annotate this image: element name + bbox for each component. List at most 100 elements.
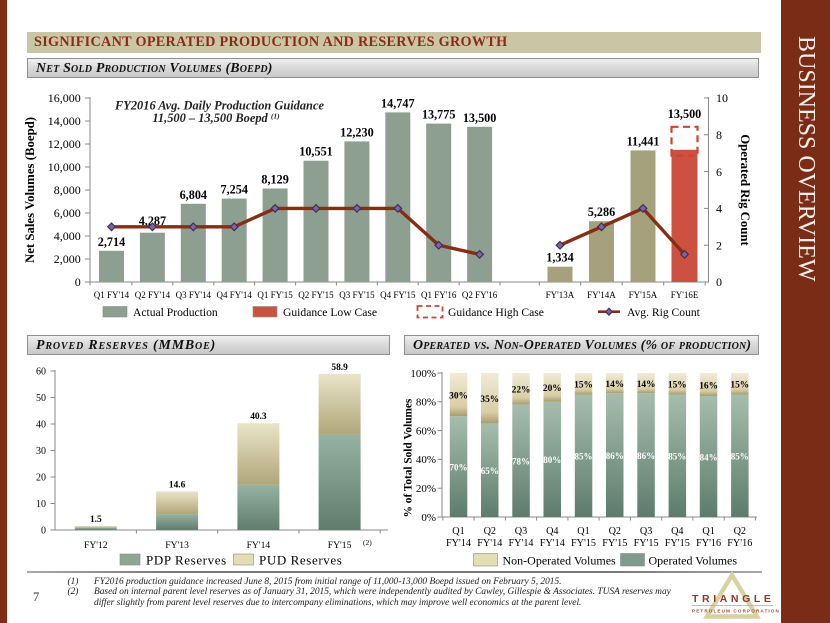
svg-text:FY'16: FY'16 — [696, 538, 721, 549]
svg-text:10: 10 — [36, 499, 46, 510]
svg-text:85%: 85% — [575, 452, 593, 462]
svg-text:30%: 30% — [449, 391, 468, 401]
svg-text:13,775: 13,775 — [422, 108, 456, 122]
svg-text:Q1: Q1 — [577, 526, 589, 537]
svg-text:15%: 15% — [574, 381, 593, 391]
svg-text:14%: 14% — [605, 380, 624, 390]
svg-text:86%: 86% — [606, 451, 624, 461]
svg-text:Net Sales Volumes (Boepd): Net Sales Volumes (Boepd) — [23, 117, 37, 263]
svg-text:8,000: 8,000 — [54, 183, 81, 197]
svg-text:Q3: Q3 — [515, 526, 527, 537]
svg-text:0: 0 — [75, 275, 81, 289]
svg-text:2,000: 2,000 — [54, 252, 81, 266]
svg-text:100%: 100% — [410, 368, 436, 380]
svg-text:6,000: 6,000 — [54, 206, 81, 220]
svg-text:Q4: Q4 — [671, 526, 683, 537]
svg-text:FY'15: FY'15 — [328, 540, 352, 551]
svg-text:FY'15: FY'15 — [602, 538, 627, 549]
svg-text:7,254: 7,254 — [220, 183, 247, 197]
svg-text:Q4: Q4 — [546, 526, 558, 537]
svg-text:80%: 80% — [416, 397, 436, 409]
svg-text:0: 0 — [716, 275, 722, 289]
svg-text:13,500: 13,500 — [668, 107, 702, 121]
svg-text:35%: 35% — [480, 395, 499, 405]
svg-text:PETROLEUM CORPORATION: PETROLEUM CORPORATION — [692, 609, 780, 614]
svg-text:58.9: 58.9 — [331, 363, 348, 373]
svg-text:8,129: 8,129 — [261, 173, 288, 187]
svg-text:Q4 FY'14: Q4 FY'14 — [217, 290, 253, 300]
svg-text:14,000: 14,000 — [48, 114, 81, 128]
svg-text:PUD Reserves: PUD Reserves — [259, 553, 342, 568]
svg-text:Q3: Q3 — [640, 526, 652, 537]
svg-text:TRIANGLE: TRIANGLE — [692, 593, 774, 605]
svg-text:Q3 FY'15: Q3 FY'15 — [339, 290, 375, 300]
svg-text:FY'15: FY'15 — [665, 538, 690, 549]
svg-text:80%: 80% — [543, 455, 561, 465]
svg-text:5,286: 5,286 — [588, 205, 615, 219]
svg-text:4,287: 4,287 — [139, 214, 166, 228]
svg-text:78%: 78% — [512, 457, 530, 467]
svg-text:FY'14: FY'14 — [247, 540, 271, 551]
svg-text:65%: 65% — [481, 466, 499, 476]
svg-text:Q1: Q1 — [452, 526, 464, 537]
svg-text:11,441: 11,441 — [627, 134, 660, 148]
svg-text:Q1: Q1 — [702, 526, 714, 537]
svg-text:15%: 15% — [668, 381, 687, 391]
svg-text:22%: 22% — [512, 386, 531, 396]
svg-text:12,000: 12,000 — [48, 137, 81, 151]
svg-text:Q2 FY'14: Q2 FY'14 — [135, 290, 171, 300]
svg-text:(2): (2) — [363, 538, 372, 547]
svg-text:60%: 60% — [416, 425, 436, 437]
svg-text:6: 6 — [716, 165, 722, 179]
svg-text:FY'14: FY'14 — [446, 538, 471, 549]
svg-text:84%: 84% — [700, 452, 718, 462]
svg-text:FY'15A: FY'15A — [629, 290, 658, 300]
svg-text:85%: 85% — [731, 452, 749, 462]
svg-text:Q2: Q2 — [734, 526, 746, 537]
svg-text:4: 4 — [716, 202, 722, 216]
svg-text:11,500 – 13,500 Boepd (1): 11,500 – 13,500 Boepd (1) — [152, 111, 280, 125]
svg-text:20%: 20% — [543, 384, 562, 394]
svg-text:70%: 70% — [450, 462, 468, 472]
svg-text:FY'13: FY'13 — [165, 540, 189, 551]
svg-text:FY'15: FY'15 — [571, 538, 596, 549]
svg-text:40.3: 40.3 — [250, 412, 267, 422]
svg-text:10,000: 10,000 — [48, 160, 81, 174]
svg-text:60: 60 — [36, 367, 46, 378]
svg-text:Actual Production: Actual Production — [133, 306, 218, 319]
svg-text:Q1 FY'15: Q1 FY'15 — [257, 290, 293, 300]
svg-text:Q2: Q2 — [609, 526, 621, 537]
svg-text:Q2 FY'15: Q2 FY'15 — [298, 290, 334, 300]
svg-text:Guidance Low Case: Guidance Low Case — [283, 306, 377, 319]
svg-text:14,747: 14,747 — [381, 96, 415, 110]
svg-text:50: 50 — [36, 393, 46, 404]
svg-text:10,551: 10,551 — [299, 145, 333, 159]
svg-text:FY'14A: FY'14A — [587, 290, 616, 300]
svg-text:30: 30 — [36, 446, 46, 457]
svg-text:14%: 14% — [637, 380, 656, 390]
svg-text:FY'16: FY'16 — [727, 538, 752, 549]
svg-text:12,230: 12,230 — [340, 125, 374, 139]
svg-text:10: 10 — [716, 91, 728, 105]
svg-text:40%: 40% — [416, 454, 436, 466]
svg-text:20%: 20% — [416, 483, 436, 495]
svg-text:1,334: 1,334 — [546, 251, 573, 265]
svg-text:4,000: 4,000 — [54, 229, 81, 243]
svg-text:86%: 86% — [637, 451, 655, 461]
svg-text:Q2: Q2 — [484, 526, 496, 537]
svg-text:FY'14: FY'14 — [508, 538, 533, 549]
svg-text:2: 2 — [716, 238, 722, 252]
svg-text:FY2016 Avg. Daily Production G: FY2016 Avg. Daily Production Guidance — [114, 99, 324, 113]
svg-text:1.5: 1.5 — [90, 515, 102, 525]
svg-text:FY'13A: FY'13A — [546, 290, 575, 300]
svg-text:Q2 FY'16: Q2 FY'16 — [462, 290, 498, 300]
svg-text:FY'14: FY'14 — [540, 538, 565, 549]
svg-text:16%: 16% — [699, 381, 718, 391]
svg-text:Operated Volumes: Operated Volumes — [649, 554, 738, 568]
svg-text:Q3 FY'14: Q3 FY'14 — [176, 290, 212, 300]
svg-text:0%: 0% — [421, 512, 436, 524]
svg-text:FY'15: FY'15 — [634, 538, 659, 549]
svg-text:20: 20 — [36, 473, 46, 484]
svg-text:FY'14: FY'14 — [477, 538, 502, 549]
svg-text:FY'16E: FY'16E — [671, 290, 699, 300]
